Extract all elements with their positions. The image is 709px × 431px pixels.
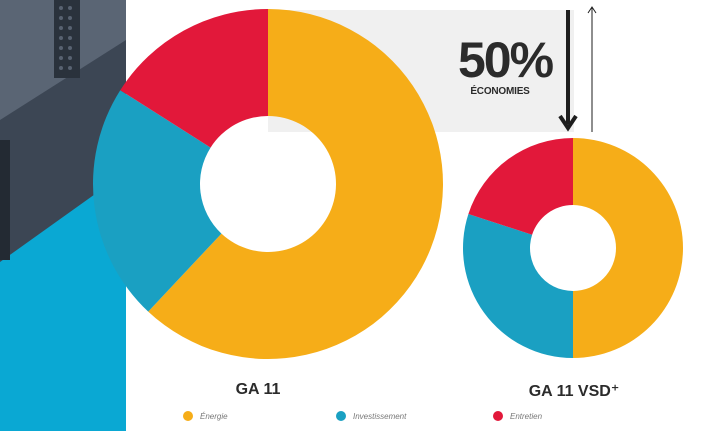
donut-chart-ga11-vsd [463,138,683,358]
legend-label-energy: Énergie [200,411,228,421]
savings-percent: 50% [457,32,554,88]
legend-item-maintenance: Entretien [493,411,542,421]
legend-label-maintenance: Entretien [510,411,543,421]
arrow-up-head [587,6,597,14]
slice-investment-ga11 [92,90,222,312]
legend-swatch-maintenance [493,411,503,421]
slice-maintenance-ga11-vsd [468,138,573,235]
chart-title-ga11-vsd: GA 11 VSD⁺ [528,383,620,400]
savings-label: ÉCONOMIES [470,86,530,97]
arrow-down-head [558,114,578,132]
legend-item-energy: Énergie [183,411,228,421]
chart-title-ga11: GA 11 [235,381,281,398]
slice-energy-ga11 [148,9,443,359]
legend-item-investment: Investissement [336,411,406,421]
slice-investment-ga11-vsd [463,214,573,358]
slice-energy-ga11-vsd [573,138,683,358]
legend-label-investment: Investissement [353,411,407,421]
slice-maintenance-ga11 [120,9,268,148]
donut-chart-ga11 [92,9,443,359]
legend-swatch-investment [336,411,346,421]
legend-swatch-energy [183,411,193,421]
